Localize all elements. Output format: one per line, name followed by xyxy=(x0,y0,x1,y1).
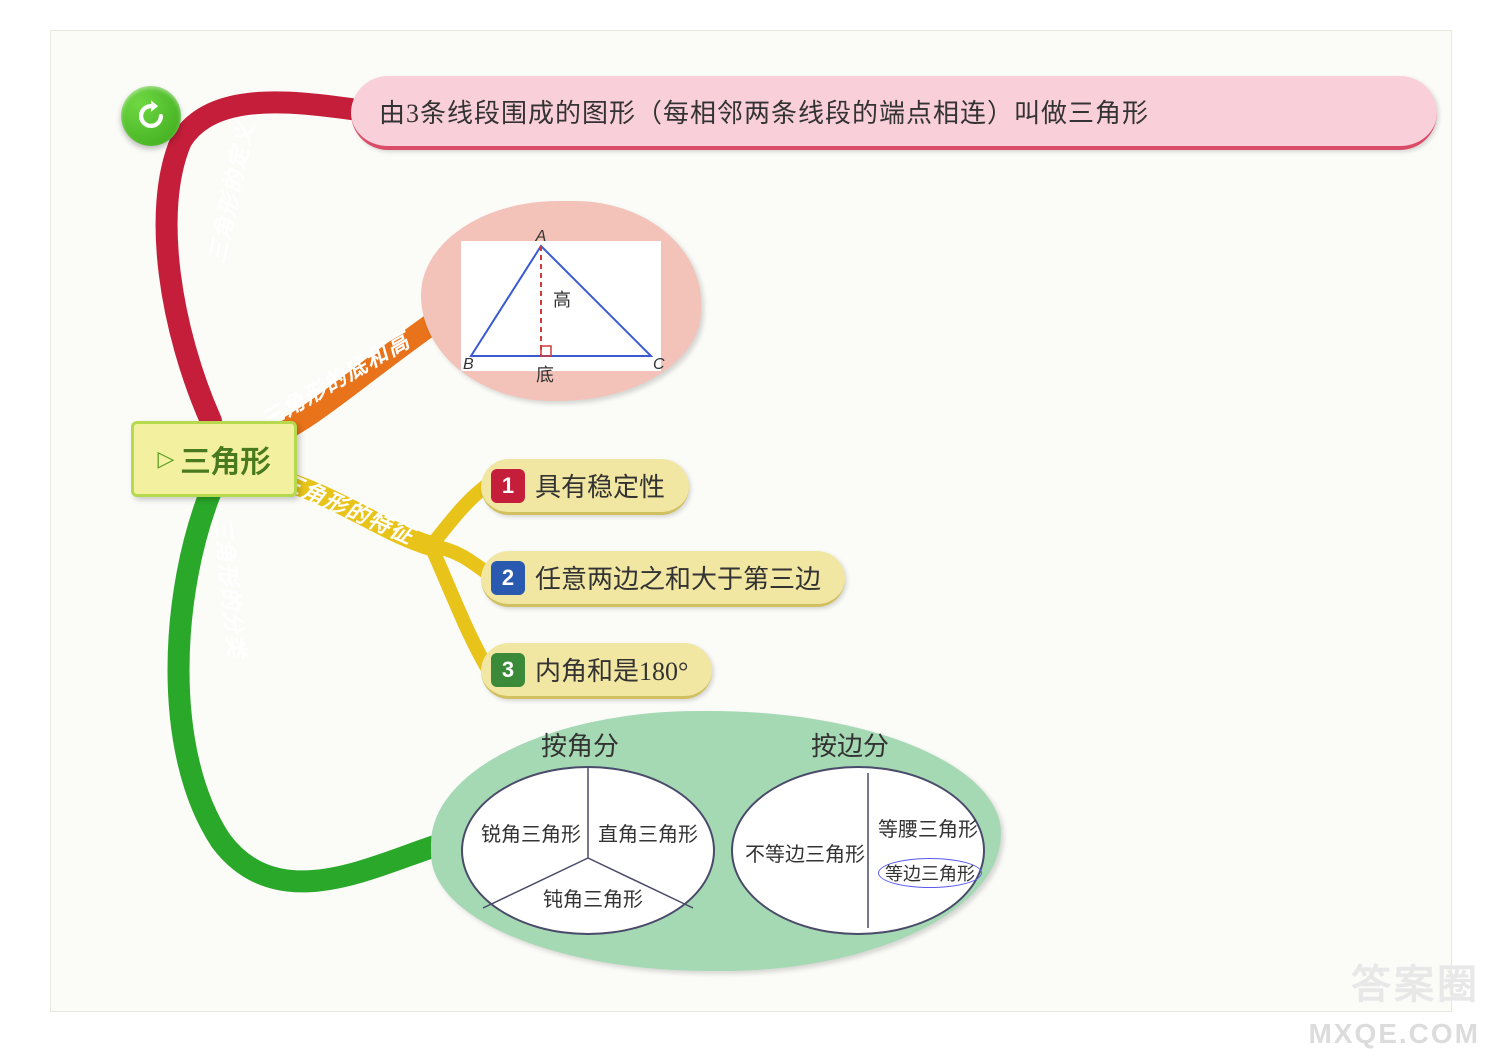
scalene-label: 不等边三角形 xyxy=(745,838,865,867)
by-angle-title: 按角分 xyxy=(541,726,619,763)
by-side-title: 按边分 xyxy=(811,726,889,763)
svg-text:底: 底 xyxy=(536,365,554,385)
branch-label-baseheight: 三角形的底和高 xyxy=(254,323,416,435)
svg-text:B: B xyxy=(463,356,474,373)
svg-text:高: 高 xyxy=(553,290,571,310)
root-label: 三角形 xyxy=(180,437,270,481)
branch-label-definition: 三角形的定义 xyxy=(199,118,260,266)
triangle-diagram-bubble: A B C 高 底 xyxy=(421,201,701,401)
equilateral-label: 等边三角形 xyxy=(878,858,982,888)
feature-item-3: 3 内角和是180° xyxy=(481,643,712,699)
feature-number-1: 1 xyxy=(491,469,525,503)
watermark-logo: 答案圈 xyxy=(1351,952,1480,1010)
feature-number-3: 3 xyxy=(491,653,525,687)
feature-text-1: 具有稳定性 xyxy=(535,467,665,504)
feature-item-1: 1 具有稳定性 xyxy=(481,459,689,515)
feature-text-2: 任意两边之和大于第三边 xyxy=(535,559,821,596)
by-angle-oval: 锐角三角形 直角三角形 钝角三角形 xyxy=(461,766,715,935)
classification-bubble: 按角分 按边分 锐角三角形 直角三角形 钝角三角形 不等边三角形 等腰三角形 等… xyxy=(431,711,1001,971)
triangle-ruler-icon: ▷ xyxy=(158,446,175,472)
definition-text: 由3条线段围成的图形（每相邻两条线段的端点相连）叫做三角形 xyxy=(379,93,1149,130)
feature-number-2: 2 xyxy=(491,561,525,595)
svg-text:C: C xyxy=(653,356,665,373)
branch-label-features: 三角形的特征 xyxy=(276,463,421,551)
isosceles-label: 等腰三角形 xyxy=(878,813,978,842)
acute-triangle-label: 锐角三角形 xyxy=(481,818,581,847)
svg-text:A: A xyxy=(535,228,547,245)
mindmap-canvas: 三角形的定义 三角形的底和高 三角形的特征 三角形的分类 ▷ 三角形 由3条线段… xyxy=(50,30,1452,1012)
feature-text-3: 内角和是180° xyxy=(535,651,688,688)
refresh-button[interactable] xyxy=(121,86,181,146)
root-node[interactable]: ▷ 三角形 xyxy=(131,421,297,497)
obtuse-triangle-label: 钝角三角形 xyxy=(543,883,643,912)
definition-bubble: 由3条线段围成的图形（每相邻两条线段的端点相连）叫做三角形 xyxy=(351,76,1437,150)
refresh-icon xyxy=(134,99,168,133)
triangle-diagram: A B C 高 底 xyxy=(441,221,681,391)
right-triangle-label: 直角三角形 xyxy=(598,818,698,847)
feature-item-2: 2 任意两边之和大于第三边 xyxy=(481,551,845,607)
branch-label-classification: 三角形的分类 xyxy=(208,514,255,661)
watermark-url: MXQE.COM xyxy=(1308,1018,1480,1050)
by-side-oval: 不等边三角形 等腰三角形 等边三角形 xyxy=(731,766,985,935)
